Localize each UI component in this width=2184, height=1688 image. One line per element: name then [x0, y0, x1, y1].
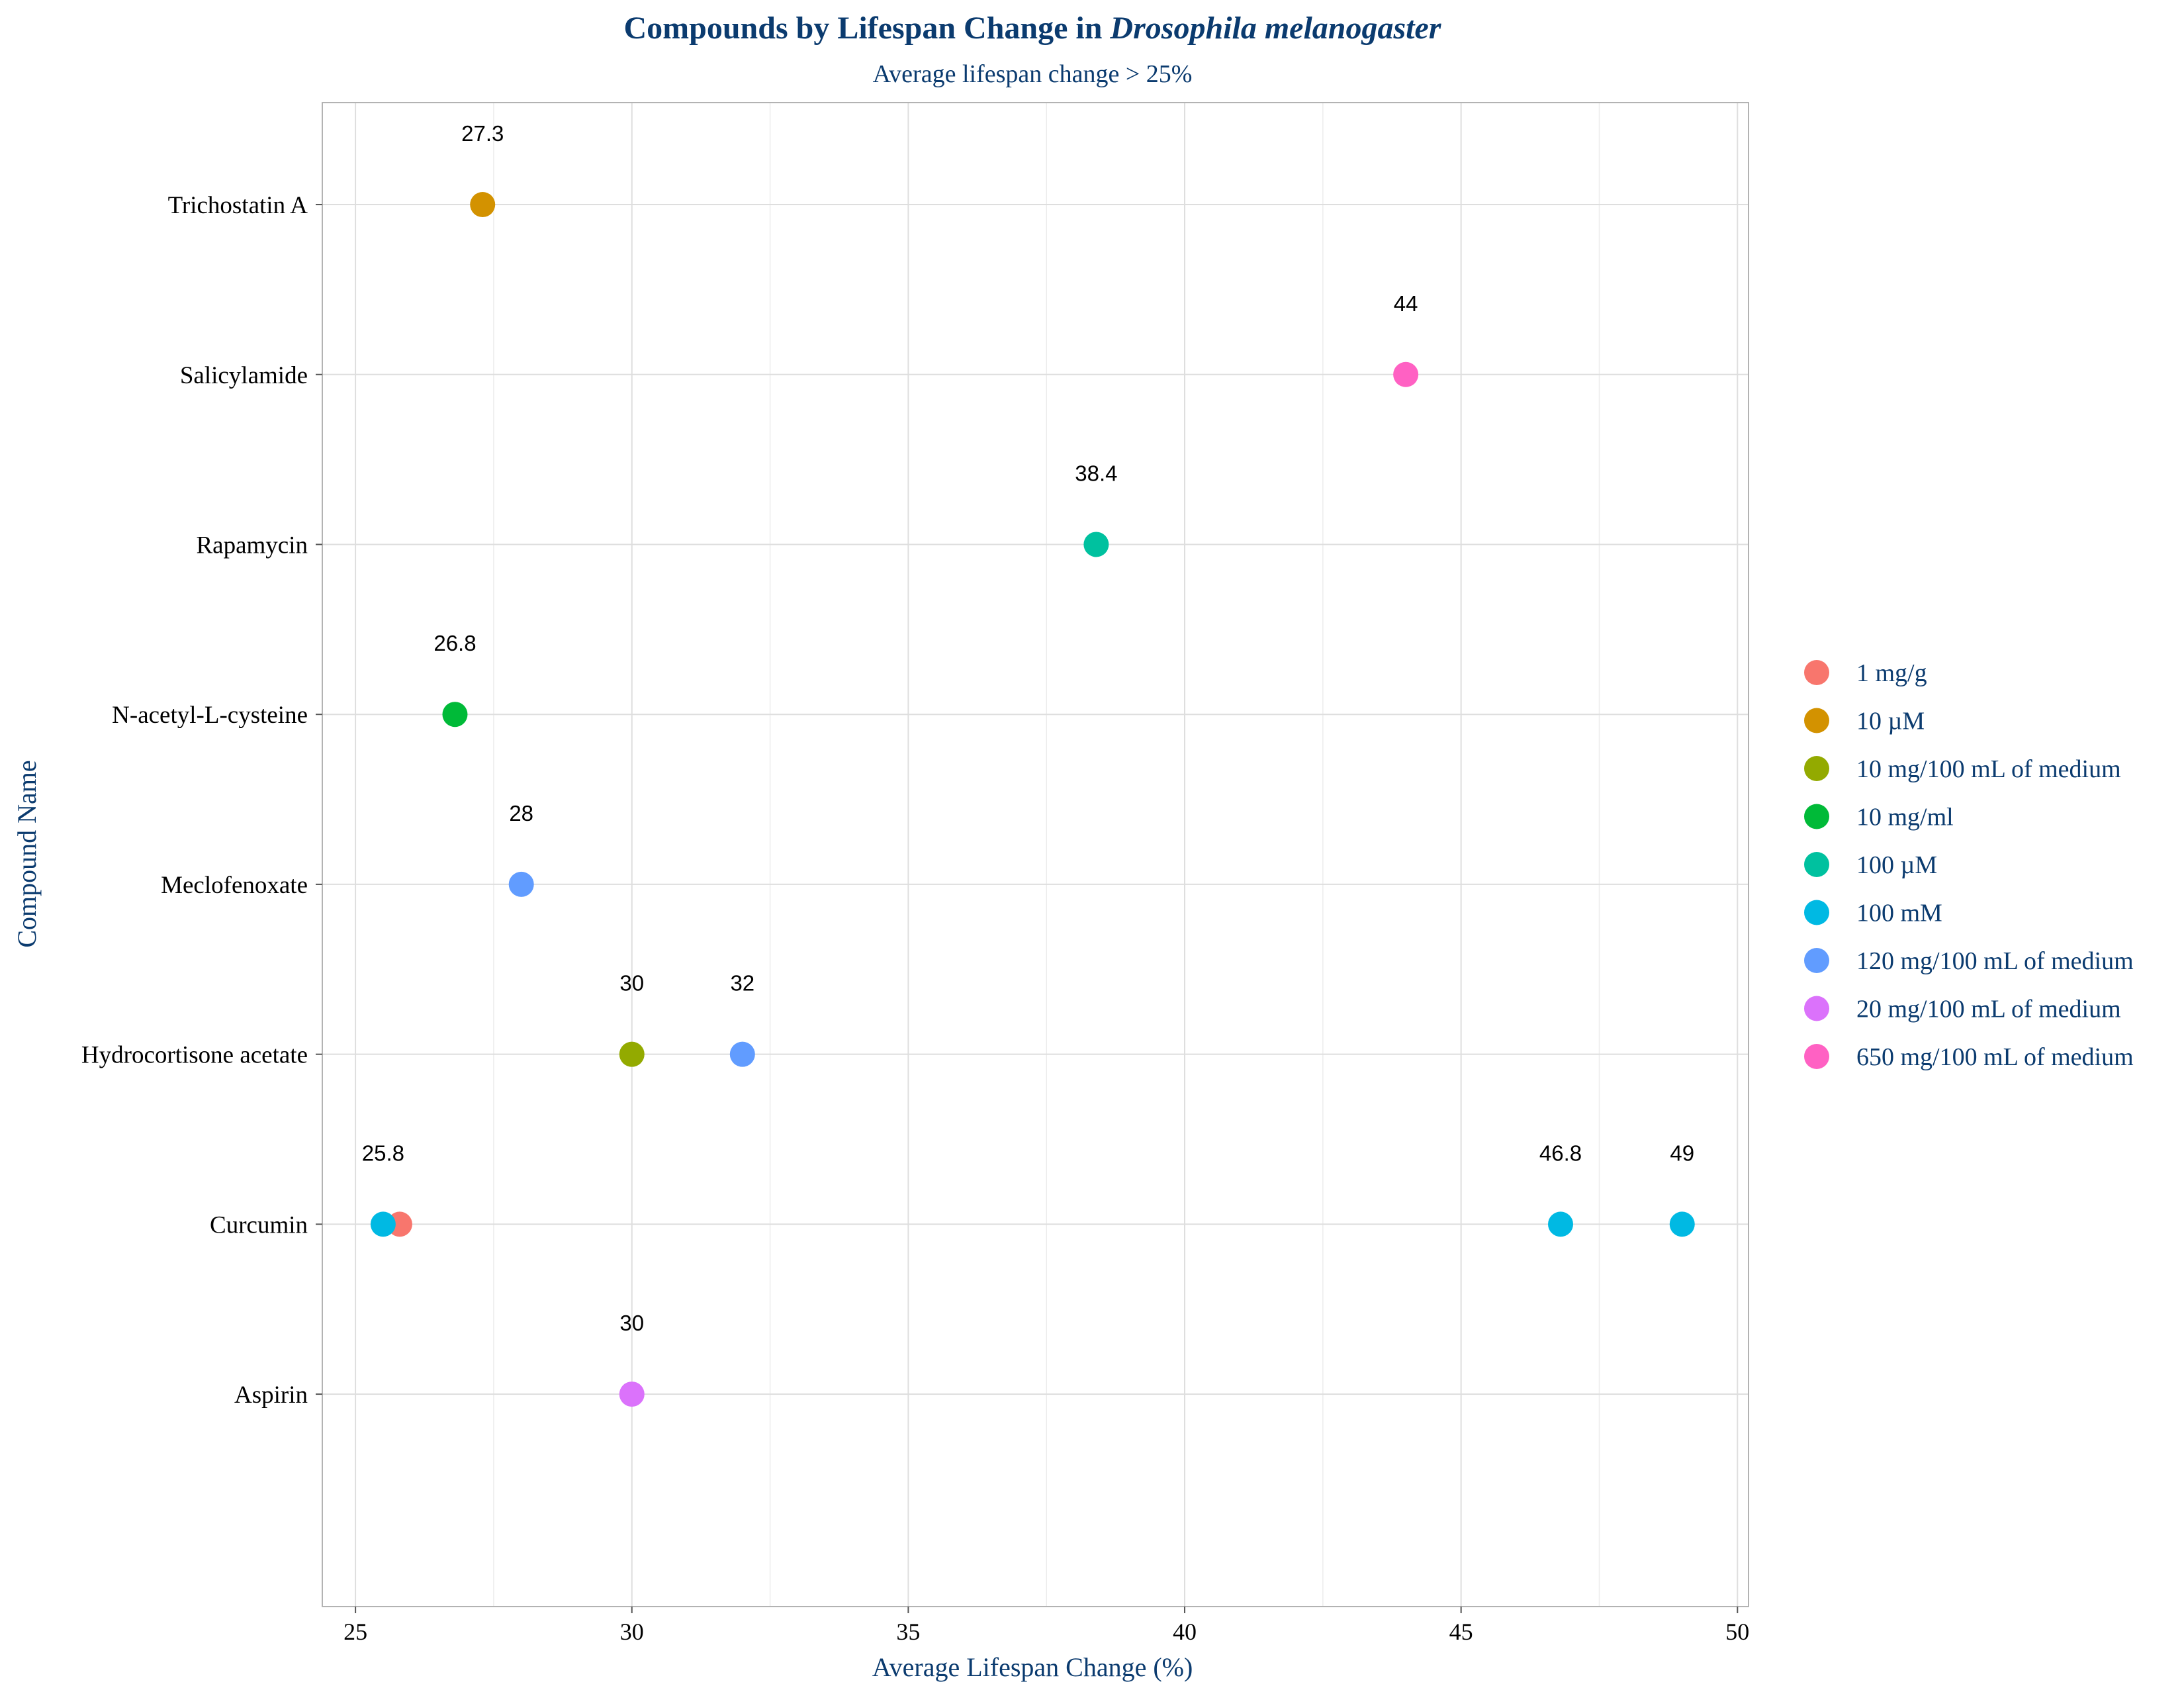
legend-key: [1804, 756, 1829, 781]
data-label: 30: [619, 971, 644, 996]
chart-title: Compounds by Lifespan Change in Drosophi…: [624, 11, 1442, 46]
legend: 1 mg/g 10 µM 10 mg/100 mL of medium 10 mg/m…: [1804, 659, 2134, 1071]
legend-key: [1804, 1044, 1829, 1069]
x-tick-label: 25: [343, 1618, 367, 1645]
data-point: [619, 1382, 645, 1407]
legend-key: [1804, 852, 1829, 877]
data-label: 46.8: [1539, 1141, 1582, 1165]
legend-label: 100 µM: [1856, 851, 1937, 879]
x-tick-label: 40: [1173, 1618, 1197, 1645]
data-label: 49: [1670, 1141, 1694, 1165]
legend-label: 10 mg/100 mL of medium: [1856, 755, 2121, 783]
data-point: [1393, 361, 1419, 387]
y-tick-label: Salicylamide: [180, 362, 308, 389]
chart-title-italic: Drosophila melanogaster: [1109, 11, 1441, 46]
y-tick-label: Aspirin: [234, 1382, 308, 1409]
data-label: 32: [730, 971, 754, 996]
chart-subtitle: Average lifespan change > 25%: [873, 60, 1193, 88]
y-tick-label: Curcumin: [210, 1211, 308, 1239]
data-point: [729, 1041, 755, 1067]
data-labels-layer: 27.3 44 38.4 26.8 28 30 32 25.8 46.8 49 30: [362, 121, 1694, 1335]
y-tick-label: N-acetyl-L-cysteine: [112, 702, 308, 729]
legend-label: 20 mg/100 mL of medium: [1856, 996, 2121, 1023]
plot-panel-border: [322, 102, 1749, 1607]
data-point: [508, 871, 534, 897]
legend-key: [1804, 708, 1829, 733]
x-axis: 25 30 35 40 45 50: [343, 1607, 1749, 1645]
y-tick-label: Trichostatin A: [168, 192, 308, 219]
legend-label: 10 mg/ml: [1856, 804, 1954, 831]
legend-key: [1804, 948, 1829, 973]
data-label: 25.8: [362, 1141, 404, 1165]
data-point: [1083, 532, 1109, 557]
data-point: [470, 192, 496, 218]
y-tick-label: Hydrocortisone acetate: [81, 1042, 308, 1069]
y-tick-label: Meclofenoxate: [161, 872, 308, 899]
legend-key: [1804, 900, 1829, 925]
x-tick-label: 50: [1725, 1618, 1749, 1645]
legend-key: [1804, 996, 1829, 1021]
data-point: [619, 1041, 645, 1067]
data-point: [1548, 1211, 1574, 1237]
grid-layer: [322, 103, 1749, 1607]
legend-label: 100 mM: [1856, 900, 1942, 927]
chart-title-main: Compounds by Lifespan Change in: [624, 11, 1111, 46]
legend-key: [1804, 660, 1829, 685]
data-point: [1669, 1211, 1695, 1237]
legend-key: [1804, 804, 1829, 829]
data-label: 27.3: [461, 121, 504, 146]
legend-label: 650 mg/100 mL of medium: [1856, 1043, 2134, 1071]
data-label: 30: [619, 1311, 644, 1335]
data-point: [442, 702, 468, 727]
legend-label: 1 mg/g: [1856, 659, 1927, 687]
legend-label: 120 mg/100 mL of medium: [1856, 947, 2134, 975]
data-label: 28: [509, 801, 533, 825]
data-label: 44: [1394, 291, 1418, 316]
x-axis-title: Average Lifespan Change (%): [872, 1652, 1193, 1682]
data-label: 38.4: [1075, 461, 1117, 485]
data-label: 26.8: [433, 631, 476, 655]
x-tick-label: 30: [620, 1618, 644, 1645]
data-point: [370, 1211, 396, 1237]
legend-label: 10 µM: [1856, 708, 1925, 735]
points-layer: [370, 192, 1695, 1407]
y-axis: Trichostatin A Salicylamide Rapamycin N-ace…: [81, 192, 322, 1409]
x-tick-label: 35: [896, 1618, 920, 1645]
y-axis-title: Compound Name: [12, 760, 42, 947]
y-tick-label: Rapamycin: [196, 532, 308, 559]
x-tick-label: 45: [1449, 1618, 1473, 1645]
